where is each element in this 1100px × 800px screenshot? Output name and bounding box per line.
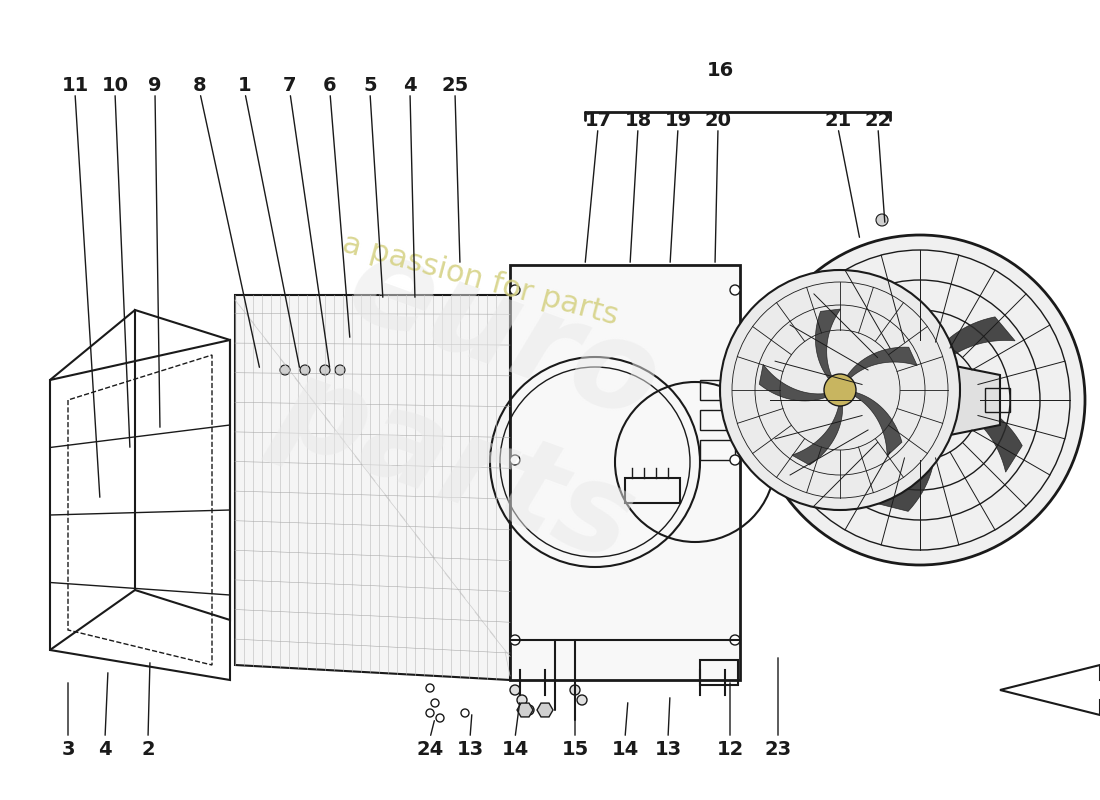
Text: 4: 4 [404, 76, 417, 95]
Text: 10: 10 [101, 76, 129, 95]
Text: 13: 13 [654, 740, 682, 759]
Circle shape [720, 270, 960, 510]
Circle shape [755, 235, 1085, 565]
Circle shape [908, 388, 932, 412]
Polygon shape [537, 703, 553, 717]
Text: 17: 17 [584, 111, 612, 130]
Text: 9: 9 [148, 76, 162, 95]
Text: 5: 5 [363, 76, 377, 95]
Polygon shape [878, 419, 935, 511]
Text: 7: 7 [284, 76, 297, 95]
Text: 21: 21 [824, 111, 851, 130]
Text: 1: 1 [239, 76, 252, 95]
Circle shape [320, 365, 330, 375]
Circle shape [730, 635, 740, 645]
Polygon shape [808, 392, 905, 433]
Text: 15: 15 [561, 740, 588, 759]
Polygon shape [950, 365, 1000, 435]
Text: 14: 14 [612, 740, 639, 759]
Circle shape [824, 374, 856, 406]
Polygon shape [815, 309, 840, 378]
Text: 4: 4 [98, 740, 112, 759]
Circle shape [570, 685, 580, 695]
Circle shape [510, 635, 520, 645]
Text: 14: 14 [502, 740, 529, 759]
Bar [984, 388, 1010, 412]
Text: 25: 25 [441, 76, 469, 95]
Text: a passion for parts: a passion for parts [339, 229, 622, 331]
Circle shape [517, 695, 527, 705]
Circle shape [426, 709, 434, 717]
Circle shape [510, 455, 520, 465]
Bar [700, 440, 735, 460]
Circle shape [431, 699, 439, 707]
Polygon shape [510, 265, 740, 680]
Circle shape [510, 285, 520, 295]
Circle shape [578, 695, 587, 705]
Bar [625, 478, 680, 503]
Bar [700, 380, 735, 400]
Text: euro
parts: euro parts [262, 214, 698, 586]
Bar [700, 410, 735, 430]
Polygon shape [855, 392, 902, 456]
Text: 13: 13 [456, 740, 484, 759]
Text: 6: 6 [323, 76, 337, 95]
Circle shape [510, 685, 520, 695]
Text: 8: 8 [194, 76, 207, 95]
Circle shape [426, 684, 434, 692]
Bar [700, 660, 738, 685]
Text: 22: 22 [865, 111, 892, 130]
Text: 19: 19 [664, 111, 692, 130]
Circle shape [300, 365, 310, 375]
Text: 24: 24 [417, 740, 443, 759]
Polygon shape [847, 347, 917, 378]
Text: 3: 3 [62, 740, 75, 759]
Polygon shape [517, 703, 534, 717]
Text: 12: 12 [716, 740, 744, 759]
Circle shape [461, 709, 469, 717]
Circle shape [898, 378, 942, 422]
Text: 20: 20 [704, 111, 732, 130]
Text: 2: 2 [141, 740, 155, 759]
Polygon shape [864, 291, 903, 390]
Polygon shape [759, 364, 826, 401]
Circle shape [336, 365, 345, 375]
Text: 16: 16 [706, 61, 734, 80]
Text: 11: 11 [62, 76, 89, 95]
Circle shape [730, 285, 740, 295]
Polygon shape [792, 406, 843, 465]
Circle shape [280, 365, 290, 375]
Polygon shape [942, 396, 1022, 472]
Circle shape [436, 714, 444, 722]
Polygon shape [1000, 665, 1100, 715]
Text: 23: 23 [764, 740, 792, 759]
Circle shape [730, 455, 740, 465]
Circle shape [876, 214, 888, 226]
Circle shape [524, 705, 534, 715]
Text: 18: 18 [625, 111, 651, 130]
Polygon shape [235, 295, 510, 680]
Polygon shape [923, 317, 1015, 380]
